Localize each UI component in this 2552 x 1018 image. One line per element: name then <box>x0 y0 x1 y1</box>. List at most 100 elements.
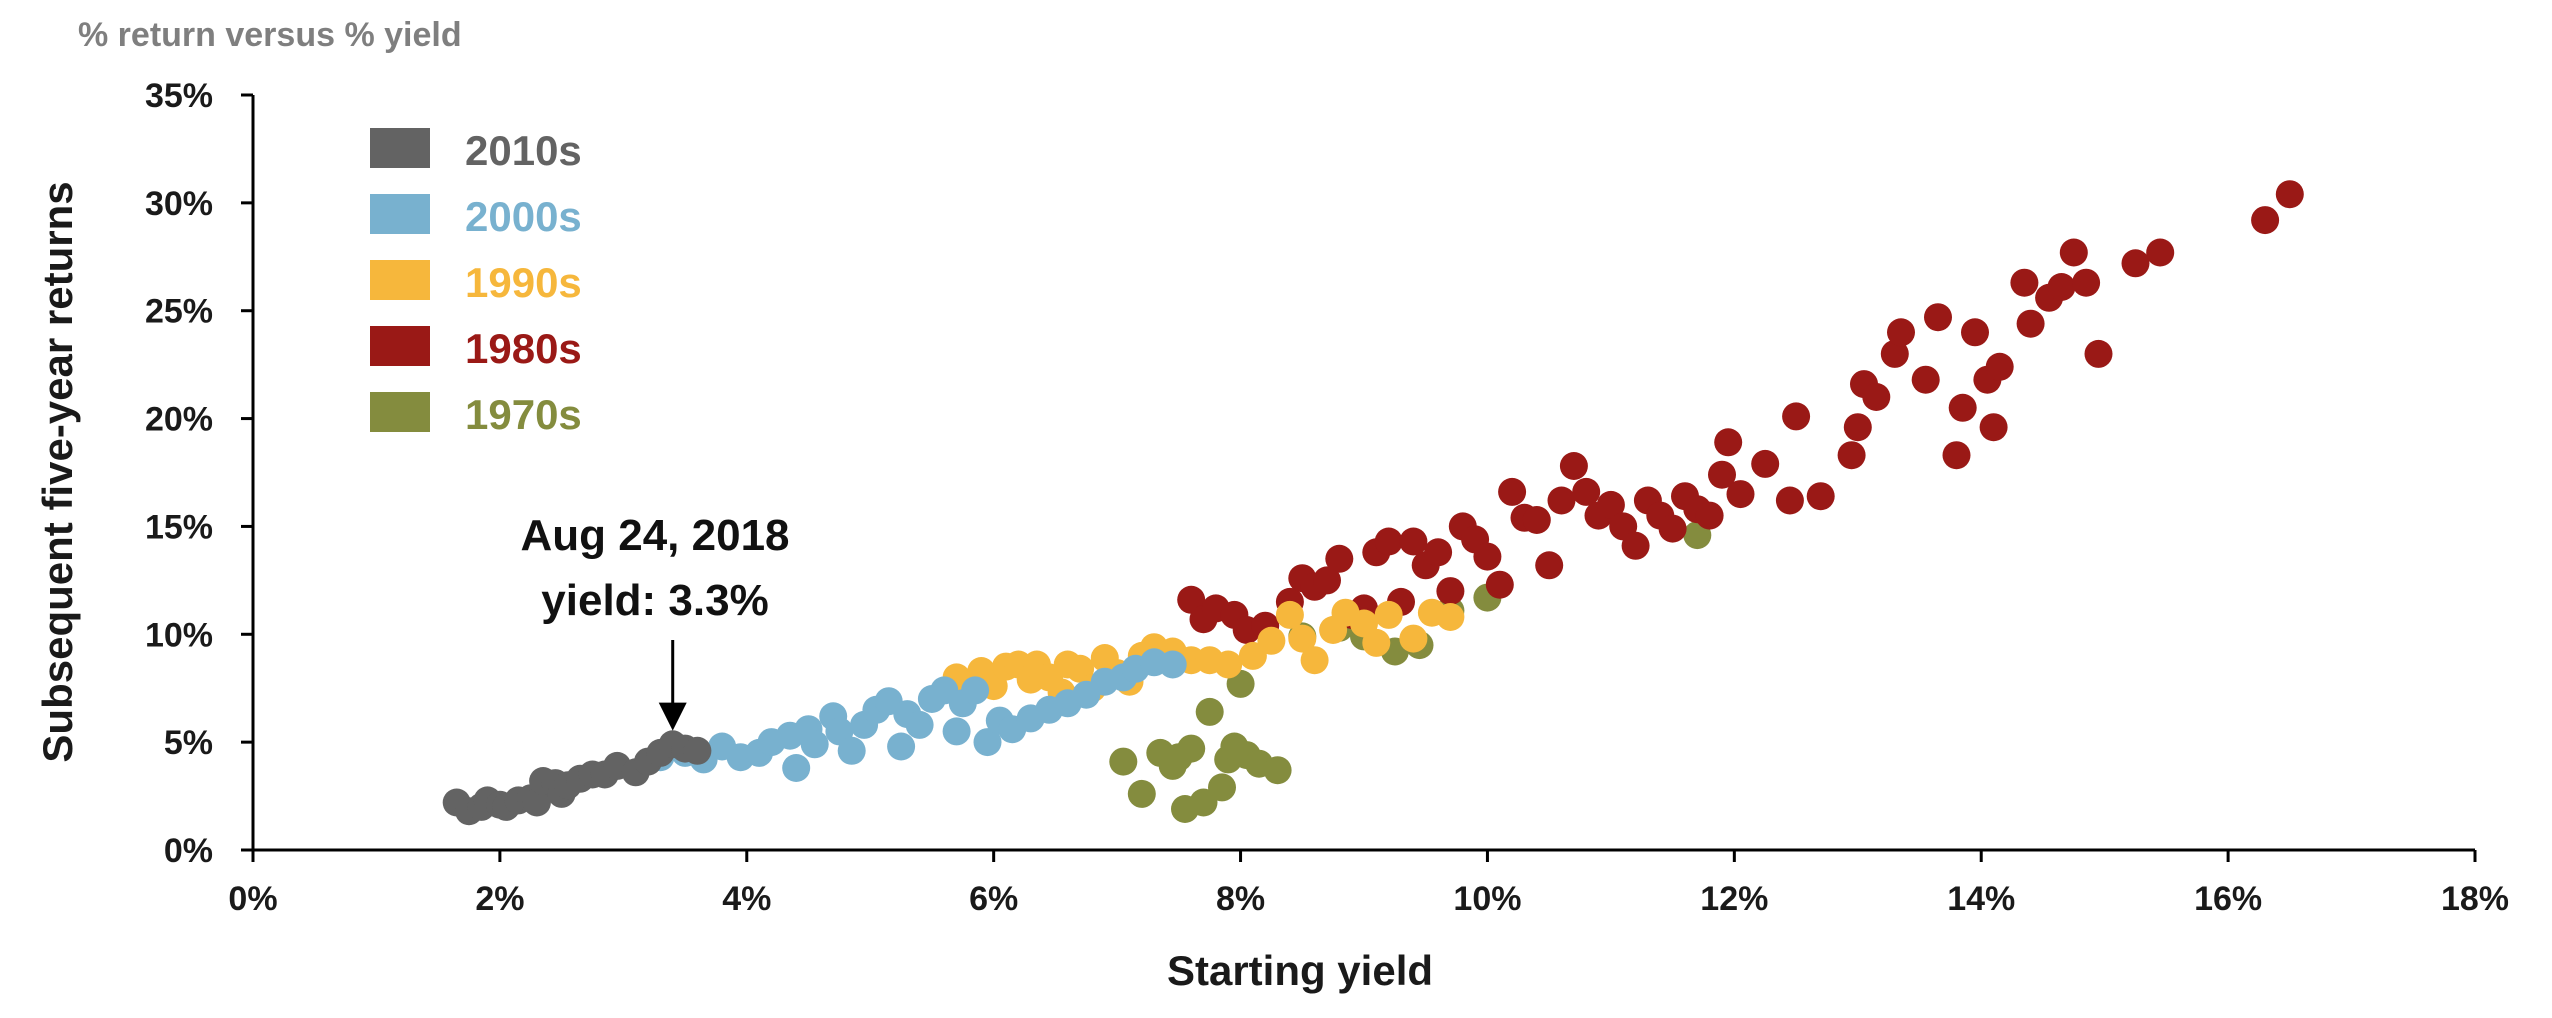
data-point-1980s <box>1424 538 1453 567</box>
data-point-1990s <box>1257 626 1286 655</box>
y-tick-label: 10% <box>145 616 213 654</box>
data-point-2000s <box>800 730 829 759</box>
legend-label-1980s: 1980s <box>465 325 582 372</box>
y-axis-title: Subsequent five-year returns <box>34 181 81 762</box>
data-point-1980s <box>1547 486 1576 515</box>
y-tick-label: 25% <box>145 293 213 331</box>
data-point-1980s <box>1559 452 1588 480</box>
data-point-1980s <box>1726 480 1755 509</box>
x-tick-label: 10% <box>1453 880 1521 918</box>
legend-label-1990s: 1990s <box>465 259 582 306</box>
y-tick-label: 30% <box>145 185 213 223</box>
data-point-1980s <box>2121 249 2150 278</box>
data-point-1980s <box>1313 566 1341 595</box>
data-point-1980s <box>1887 318 1915 347</box>
data-point-1980s <box>2010 268 2039 297</box>
y-tick-label: 20% <box>145 401 213 439</box>
data-point-1980s <box>2059 238 2088 267</box>
data-point-2010s <box>683 736 712 765</box>
data-point-1980s <box>1782 402 1811 431</box>
data-point-1970s <box>1109 747 1138 776</box>
data-point-2000s <box>837 736 866 765</box>
data-point-1980s <box>1911 365 1940 394</box>
annotation-date: Aug 24, 2018 <box>520 511 789 560</box>
x-tick-label: 2% <box>475 880 524 918</box>
data-point-1980s <box>1498 477 1527 506</box>
legend-swatch-1980s <box>370 326 430 366</box>
data-point-1980s <box>1485 570 1514 599</box>
x-tick-label: 6% <box>969 880 1018 918</box>
legend-label-2000s: 2000s <box>465 193 582 240</box>
data-point-2000s <box>942 717 971 746</box>
data-point-1980s <box>2084 339 2113 368</box>
x-tick-label: 14% <box>1947 880 2015 918</box>
data-point-1980s <box>1751 449 1780 478</box>
data-point-1990s <box>1214 650 1243 679</box>
x-axis-title: Starting yield <box>1167 947 1433 994</box>
legend-swatch-1970s <box>370 392 430 432</box>
legend-label-1970s: 1970s <box>465 391 582 438</box>
data-point-1980s <box>1572 477 1601 506</box>
data-point-1980s <box>1436 577 1465 606</box>
data-point-1980s <box>2251 206 2280 235</box>
data-point-1980s <box>1843 413 1872 442</box>
data-point-2000s <box>961 676 990 705</box>
data-point-1980s <box>1961 318 1989 347</box>
data-point-1980s <box>1535 551 1564 580</box>
data-point-1990s <box>1288 624 1317 653</box>
data-point-1980s <box>1325 544 1354 573</box>
annotation-arrow-head <box>658 702 687 731</box>
y-tick-label: 0% <box>164 832 213 870</box>
data-point-1980s <box>1399 527 1428 556</box>
data-point-1980s <box>1837 441 1866 470</box>
data-point-1990s <box>1238 641 1267 670</box>
legend-swatch-2010s <box>370 128 430 168</box>
x-tick-label: 16% <box>2194 880 2262 918</box>
data-point-1990s <box>1300 646 1329 675</box>
legend-swatch-1990s <box>370 260 430 300</box>
data-point-1980s <box>2146 238 2175 267</box>
data-point-1980s <box>2016 309 2045 338</box>
x-tick-label: 4% <box>722 880 771 918</box>
data-point-1980s <box>2275 180 2304 209</box>
x-tick-label: 0% <box>228 880 277 918</box>
axes: 0% 2% 4% 6% 8% 10% 12% 14% 16% 18% 0% 5% 10% 15% 20% 25… <box>145 77 2509 918</box>
legend-label-2010s: 2010s <box>465 127 582 174</box>
y-tick-label: 35% <box>145 77 213 115</box>
data-point-1980s <box>1806 482 1835 511</box>
data-point-1980s <box>1473 542 1502 571</box>
annotation: Aug 24, 2018 yield: 3.3% <box>520 511 790 731</box>
data-point-1980s <box>1924 303 1952 332</box>
data-point-2010s <box>522 788 551 817</box>
data-point-1970s <box>1189 788 1218 817</box>
data-point-1970s <box>1127 779 1156 808</box>
x-tick-label: 12% <box>1700 880 1768 918</box>
data-point-1980s <box>1862 383 1891 411</box>
data-point-1990s <box>1374 600 1403 629</box>
data-point-2000s <box>1158 650 1187 679</box>
data-point-1980s <box>1942 441 1971 470</box>
data-point-1970s <box>1195 697 1224 726</box>
data-point-1990s <box>1362 628 1391 657</box>
legend-swatch-2000s <box>370 194 430 234</box>
annotation-yield: yield: 3.3% <box>541 576 768 625</box>
data-point-1980s <box>2072 268 2101 297</box>
data-point-1980s <box>1775 486 1804 515</box>
data-point-2000s <box>973 728 1002 757</box>
data-point-1980s <box>1374 527 1403 556</box>
legend: 2010s 2000s 1990s 1980s 1970s <box>370 127 582 438</box>
y-tick-label: 15% <box>145 508 213 546</box>
data-point-1980s <box>1522 506 1551 534</box>
data-point-1980s <box>1621 531 1650 560</box>
x-tick-label: 18% <box>2441 880 2509 918</box>
x-tick-label: 8% <box>1216 880 1265 918</box>
data-point-1990s <box>1399 624 1428 653</box>
data-point-1980s <box>1714 428 1743 457</box>
data-point-1980s <box>1695 501 1724 530</box>
y-tick-label: 5% <box>164 724 213 762</box>
data-point-1980s <box>1948 393 1977 422</box>
data-point-1970s <box>1263 756 1292 785</box>
data-point-1990s <box>1275 600 1304 629</box>
chart-subtitle: % return versus % yield <box>78 16 462 54</box>
